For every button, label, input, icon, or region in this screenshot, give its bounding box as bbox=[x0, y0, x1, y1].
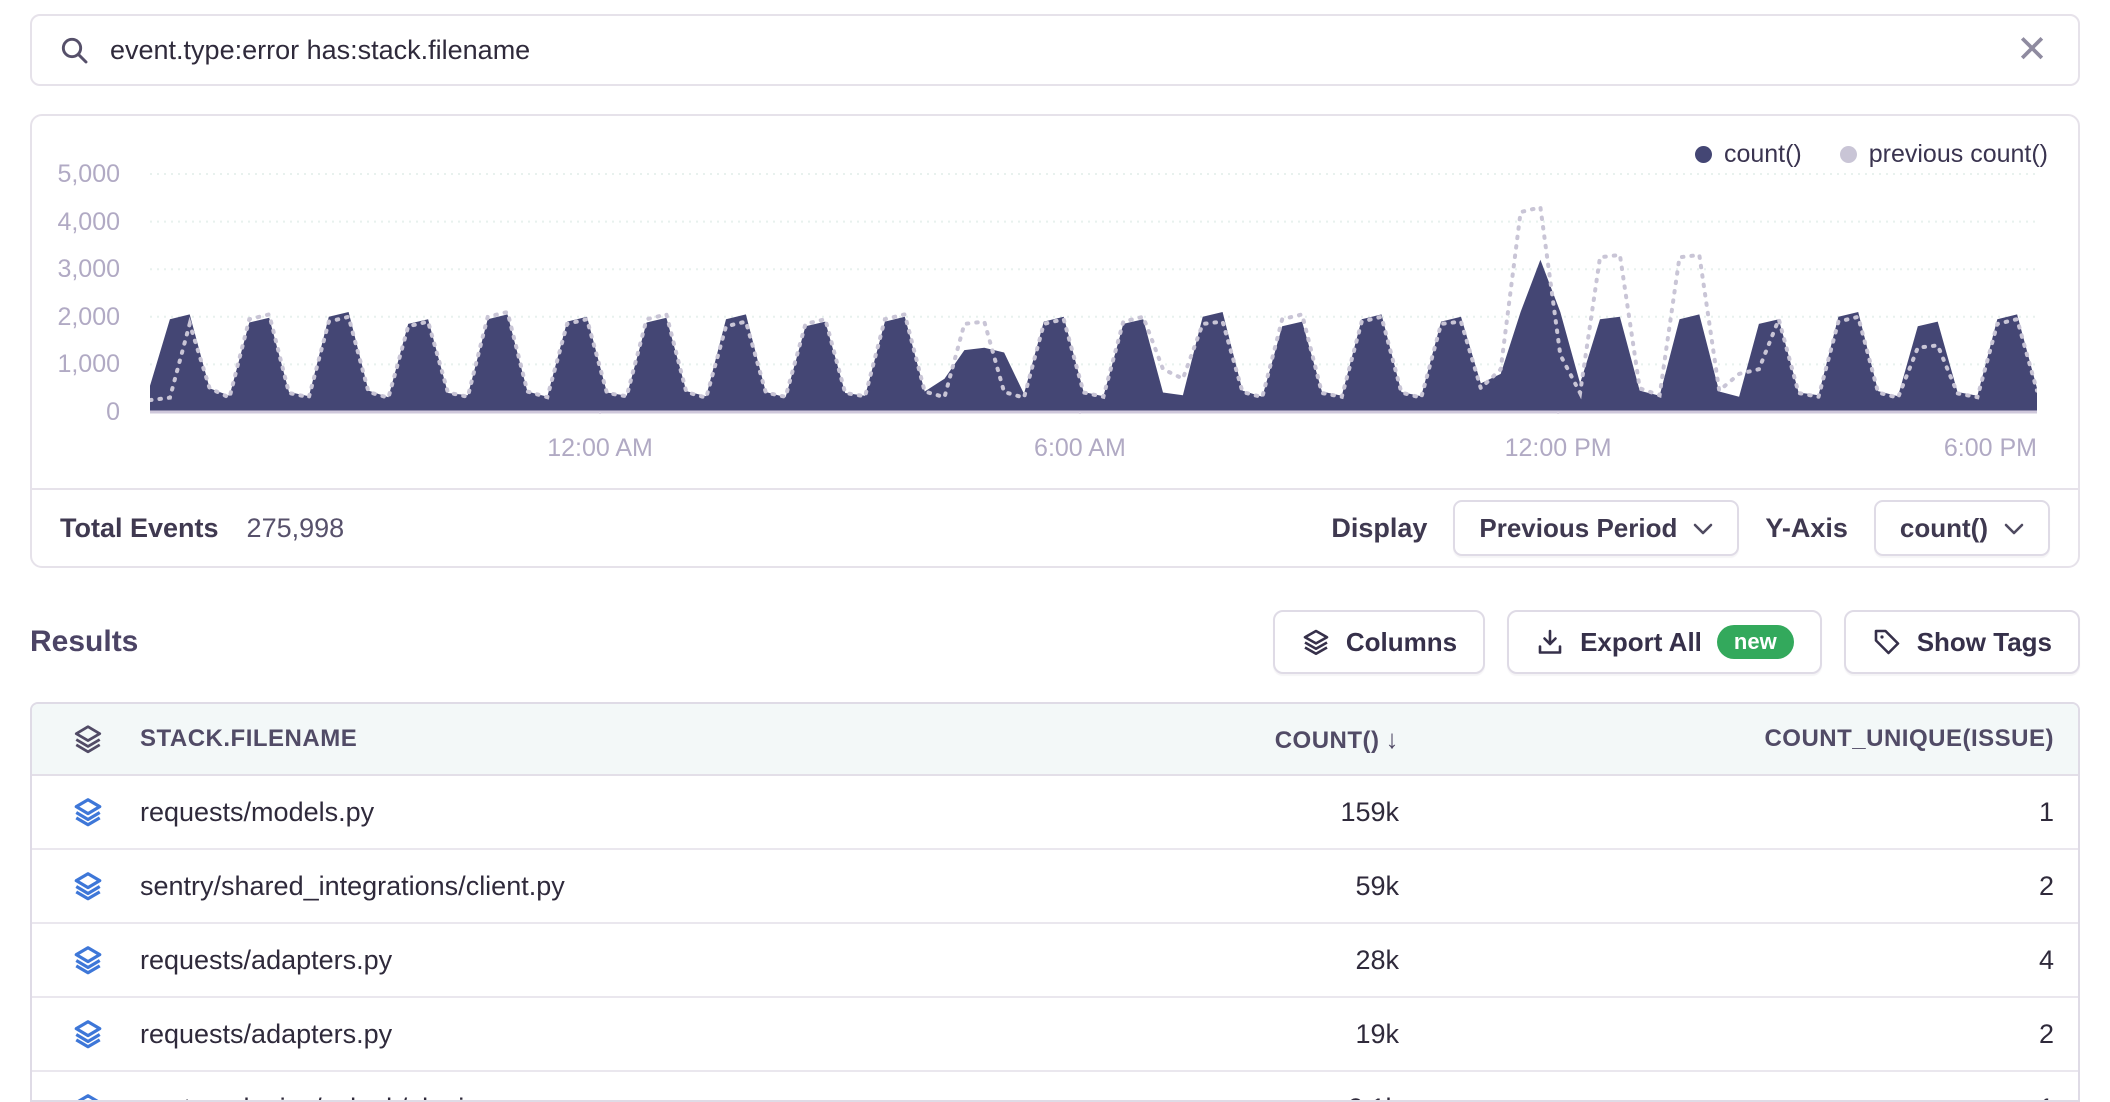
table-header-row: STACK.FILENAME COUNT() ↓ COUNT_UNIQUE(ISS… bbox=[32, 704, 2078, 776]
column-header-stack-filename[interactable]: STACK.FILENAME bbox=[140, 725, 358, 752]
events-chart-panel: count() previous count() 0 1,000 2,000 3,00… bbox=[30, 114, 2080, 568]
cell-count: 159k bbox=[1340, 796, 1399, 827]
display-value: Previous Period bbox=[1479, 512, 1678, 543]
show-tags-button[interactable]: Show Tags bbox=[1843, 610, 2080, 674]
column-header-count-unique-issue[interactable]: COUNT_UNIQUE(ISSUE) bbox=[1764, 725, 2054, 752]
search-bar: ✕ bbox=[30, 14, 2080, 86]
table-row[interactable]: requests/adapters.py 28k 4 bbox=[32, 924, 2078, 998]
count-legend-dot-icon bbox=[1694, 146, 1712, 163]
y-axis-tick: 3,000 bbox=[57, 255, 120, 284]
chevron-down-icon bbox=[1693, 522, 1713, 535]
y-axis-tick: 5,000 bbox=[57, 160, 120, 188]
tag-icon bbox=[1872, 627, 1902, 657]
search-icon bbox=[58, 34, 90, 66]
table-row[interactable]: requests/models.py 159k 1 bbox=[32, 776, 2078, 850]
cell-count: 19k bbox=[1355, 1018, 1399, 1049]
table-row[interactable]: sentry_plugins/splunk/plugin.py 2.1k 1 bbox=[32, 1072, 2078, 1101]
x-axis-tick: 12:00 AM bbox=[547, 434, 653, 462]
chart-svg bbox=[148, 173, 2039, 421]
y-axis-labels: 0 1,000 2,000 3,000 4,000 5,000 bbox=[32, 116, 120, 456]
stack-link-icon[interactable] bbox=[72, 796, 104, 828]
x-axis-tick: 6:00 PM bbox=[1943, 434, 2037, 462]
display-label: Display bbox=[1331, 512, 1428, 543]
sort-desc-icon: ↓ bbox=[1385, 723, 1399, 754]
total-events-value: 275,998 bbox=[246, 512, 345, 543]
cell-count: 28k bbox=[1355, 944, 1399, 975]
cell-count: 2.1k bbox=[1119, 1093, 1399, 1101]
display-select[interactable]: Previous Period bbox=[1453, 500, 1740, 556]
clear-search-icon[interactable]: ✕ bbox=[2016, 29, 2048, 71]
legend-item-previous-count[interactable]: previous count() bbox=[1839, 140, 2048, 169]
cell-filename: requests/adapters.py bbox=[140, 1018, 393, 1049]
chart-legend: count() previous count() bbox=[1694, 140, 2048, 169]
x-axis-tick: 12:00 PM bbox=[1504, 434, 1612, 462]
results-table: STACK.FILENAME COUNT() ↓ COUNT_UNIQUE(ISS… bbox=[30, 702, 2080, 1102]
cell-filename: sentry_plugins/splunk/plugin.py bbox=[140, 1093, 515, 1101]
cell-unique: 1 bbox=[2038, 796, 2054, 827]
table-body: requests/models.py 159k 1 sentry/shared_… bbox=[32, 776, 2078, 1101]
stack-link-icon[interactable] bbox=[72, 1018, 104, 1050]
export-all-button[interactable]: Export All new bbox=[1507, 610, 1822, 674]
legend-label: previous count() bbox=[1868, 140, 2048, 168]
cell-filename: requests/models.py bbox=[140, 796, 375, 827]
cell-unique: 1 bbox=[1399, 1093, 2054, 1101]
layers-icon bbox=[72, 723, 104, 755]
new-badge: new bbox=[1716, 624, 1794, 660]
cell-filename: requests/adapters.py bbox=[140, 944, 393, 975]
y-axis-value: count() bbox=[1899, 512, 1988, 543]
results-title: Results bbox=[30, 625, 139, 658]
table-row[interactable]: sentry/shared_integrations/client.py 59k… bbox=[32, 850, 2078, 924]
stack-link-icon[interactable] bbox=[72, 1092, 104, 1100]
chart-footer: Total Events 275,998 Display Previous Pe… bbox=[32, 488, 2078, 566]
x-axis-tick: 6:00 AM bbox=[1034, 434, 1126, 462]
y-axis-tick: 1,000 bbox=[57, 350, 120, 379]
table-row[interactable]: requests/adapters.py 19k 2 bbox=[32, 998, 2078, 1072]
y-axis-tick: 0 bbox=[106, 398, 120, 426]
columns-button-label: Columns bbox=[1345, 626, 1458, 657]
cell-unique: 2 bbox=[2038, 1018, 2054, 1049]
events-area-chart[interactable] bbox=[148, 162, 2039, 421]
previous-count-legend-dot-icon bbox=[1839, 146, 1857, 163]
search-input[interactable] bbox=[108, 33, 2013, 67]
total-events-label: Total Events bbox=[60, 512, 219, 543]
cell-filename: sentry/shared_integrations/client.py bbox=[140, 870, 565, 901]
y-axis-tick: 2,000 bbox=[57, 302, 120, 331]
x-axis-labels: 12:00 AM 6:00 AM 12:00 PM 6:00 PM bbox=[150, 434, 2037, 468]
legend-item-count[interactable]: count() bbox=[1694, 140, 1802, 169]
cell-count: 59k bbox=[1355, 870, 1399, 901]
legend-label: count() bbox=[1723, 140, 1802, 168]
stack-link-icon[interactable] bbox=[72, 944, 104, 976]
columns-button[interactable]: Columns bbox=[1272, 610, 1486, 674]
export-all-button-label: Export All bbox=[1580, 626, 1702, 657]
stack-link-icon[interactable] bbox=[72, 870, 104, 902]
y-axis-tick: 4,000 bbox=[57, 207, 120, 236]
download-icon bbox=[1535, 627, 1565, 657]
layers-icon bbox=[1301, 627, 1331, 657]
y-axis-label: Y-Axis bbox=[1765, 512, 1848, 543]
cell-unique: 4 bbox=[2038, 944, 2054, 975]
results-header: Results Columns Export All new bbox=[30, 610, 2080, 674]
column-header-count[interactable]: COUNT() ↓ bbox=[1274, 723, 1399, 754]
cell-unique: 2 bbox=[2038, 870, 2054, 901]
chevron-down-icon bbox=[2004, 522, 2024, 535]
y-axis-select[interactable]: count() bbox=[1873, 500, 2050, 556]
show-tags-button-label: Show Tags bbox=[1916, 626, 2052, 657]
